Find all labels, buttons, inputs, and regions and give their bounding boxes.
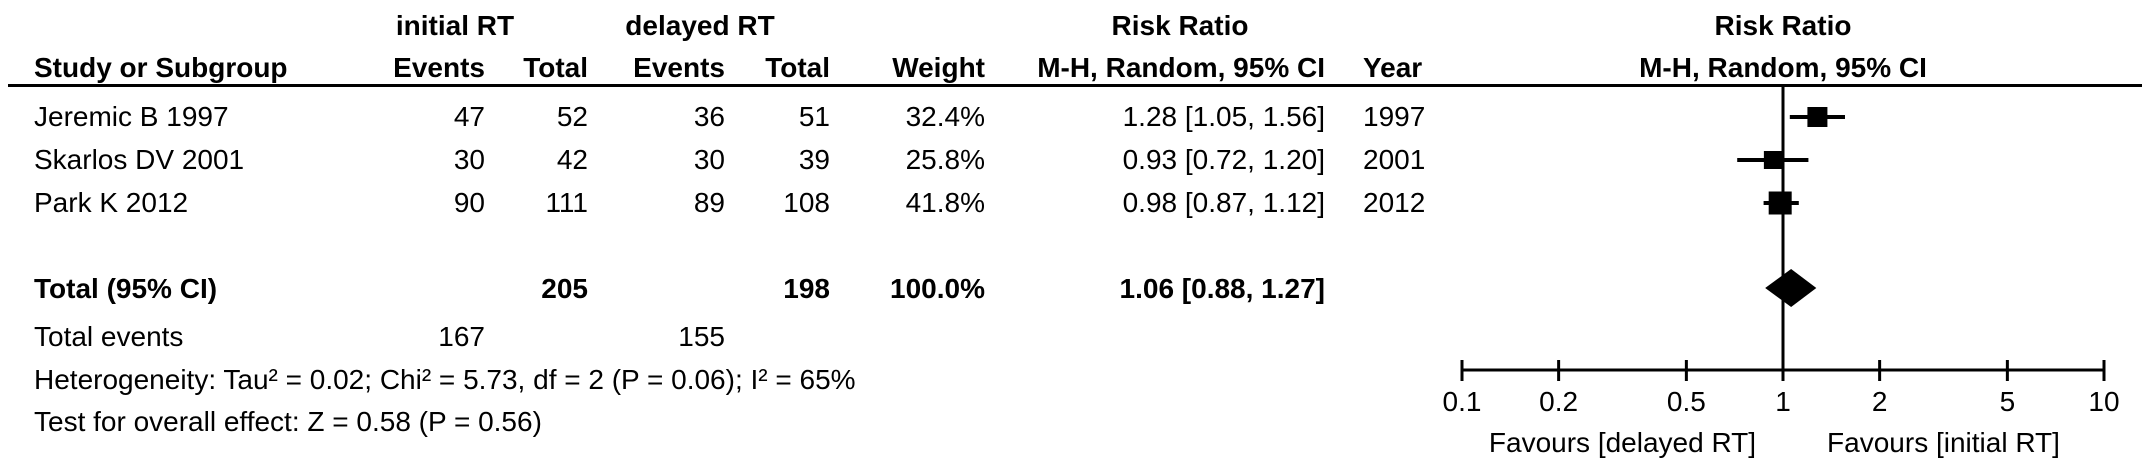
weight-value: 41.8% [905, 187, 985, 218]
weight-value: 25.8% [905, 144, 985, 175]
col-header-mh-ci: M-H, Random, 95% CI [1037, 52, 1325, 83]
year-value: 2001 [1363, 144, 1426, 175]
col-header-events2: Events [633, 52, 725, 83]
year-value: 1997 [1363, 101, 1426, 132]
study-weight-square [1807, 107, 1828, 127]
study-label: Park K 2012 [34, 187, 189, 218]
total-events1: 167 [438, 321, 485, 352]
total2-sum: 198 [783, 273, 830, 304]
header-underline [8, 84, 2142, 87]
col-header-study: Study or Subgroup [34, 52, 288, 83]
favours-left-label: Favours [delayed RT] [1489, 427, 1756, 458]
weight-sum: 100.0% [890, 273, 985, 304]
study-label: Jeremic B 1997 [34, 101, 229, 132]
year-value: 2012 [1363, 187, 1426, 218]
study-label: Skarlos DV 2001 [34, 144, 245, 175]
col-header-weight: Weight [892, 52, 985, 83]
group1-header: initial RT [395, 10, 515, 41]
events1-value: 90 [453, 187, 485, 218]
axis-tick-label: 0.1 [1443, 386, 1482, 417]
heterogeneity-stats: Heterogeneity: Tau² = 0.02; Chi² = 5.73,… [34, 364, 856, 395]
col-header-total2: Total [765, 52, 830, 83]
favours-right-label: Favours [initial RT] [1827, 427, 2060, 458]
events1-value: 47 [453, 101, 485, 132]
group2-header: delayed RT [625, 10, 775, 41]
risk-ratio-column-title: Risk Ratio [1111, 10, 1249, 41]
total-row-label: Total (95% CI) [34, 273, 218, 304]
plot-title: Risk Ratio [1714, 10, 1852, 41]
total-events2: 155 [678, 321, 725, 352]
events1-value: 30 [453, 144, 485, 175]
axis-tick-label: 0.5 [1667, 386, 1706, 417]
events2-value: 89 [693, 187, 725, 218]
plot-subtitle: M-H, Random, 95% CI [1639, 52, 1927, 83]
study-weight-square [1763, 151, 1782, 169]
overall-effect-test: Test for overall effect: Z = 0.58 (P = 0… [34, 406, 542, 437]
axis-tick-label: 0.2 [1539, 386, 1578, 417]
events2-value: 36 [693, 101, 725, 132]
total2-value: 51 [798, 101, 830, 132]
total1-value: 111 [545, 187, 588, 218]
axis-tick-label: 10 [2088, 386, 2119, 417]
rr-ci-value: 1.28 [1.05, 1.56] [1122, 101, 1325, 132]
col-header-year: Year [1363, 52, 1423, 83]
col-header-total1: Total [523, 52, 588, 83]
weight-value: 32.4% [905, 101, 985, 132]
study-weight-square [1768, 191, 1792, 215]
total2-value: 39 [798, 144, 830, 175]
total1-value: 42 [556, 144, 588, 175]
axis-tick-label: 1 [1775, 386, 1791, 417]
axis-tick-label: 2 [1872, 386, 1888, 417]
summary-diamond [1765, 269, 1817, 307]
summary-rr-ci: 1.06 [0.88, 1.27] [1119, 273, 1325, 304]
total1-value: 52 [556, 101, 588, 132]
col-header-events1: Events [393, 52, 485, 83]
axis-tick-label: 5 [2000, 386, 2016, 417]
total1-sum: 205 [541, 273, 588, 304]
events2-value: 30 [693, 144, 725, 175]
total2-value: 108 [783, 187, 830, 218]
rr-ci-value: 0.98 [0.87, 1.12] [1122, 187, 1325, 218]
rr-ci-value: 0.93 [0.72, 1.20] [1122, 144, 1325, 175]
total-events-label: Total events [34, 321, 184, 352]
